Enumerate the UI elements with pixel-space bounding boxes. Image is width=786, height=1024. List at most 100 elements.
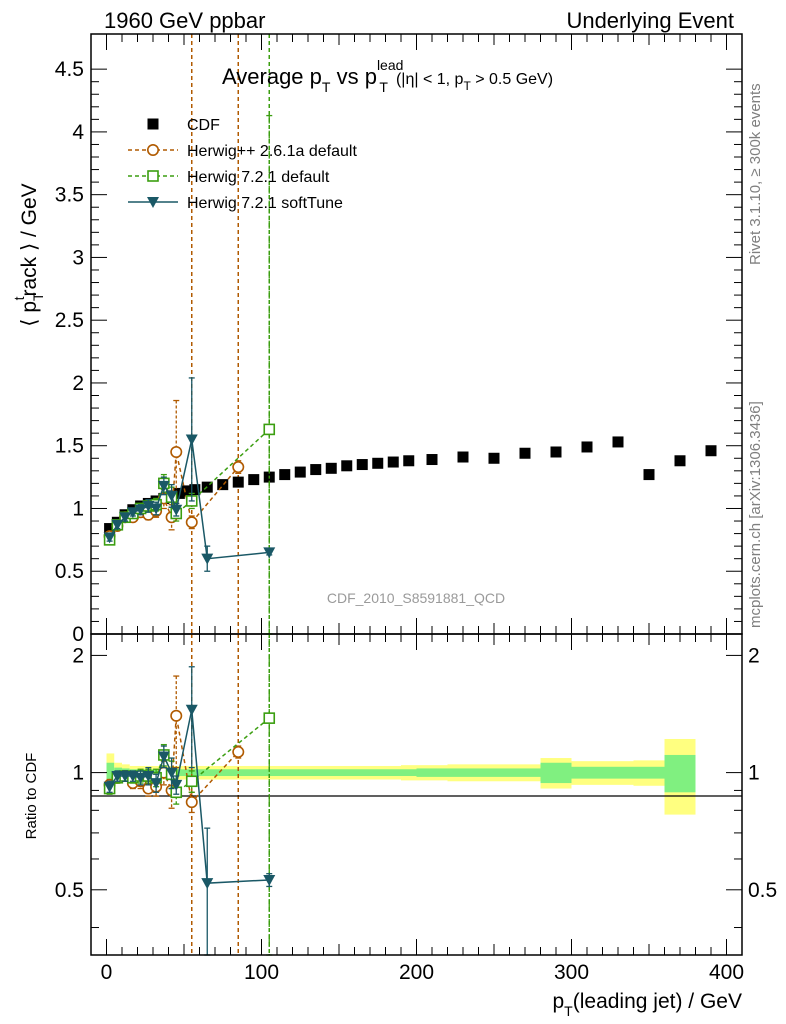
ratio-band-inner [323, 769, 339, 777]
ratio-data-point [165, 767, 178, 779]
data-point [550, 446, 562, 458]
ratio-data-point [157, 751, 170, 763]
ratio-band-inner [633, 766, 665, 779]
ratio-frame [90, 633, 743, 956]
data-point [263, 423, 276, 436]
data-point [310, 464, 322, 476]
ratio-error-markers [191, 634, 270, 955]
data-point [201, 553, 214, 565]
y-tick-label: 0.5 [55, 560, 84, 583]
data-point [111, 519, 124, 531]
ratio-band-inner [602, 766, 634, 779]
x-tick-label: 200 [399, 961, 434, 984]
data-point [674, 455, 686, 467]
data-point [119, 512, 132, 524]
data-point [126, 507, 139, 519]
data-point [488, 452, 500, 464]
legend-marker [147, 197, 159, 208]
ratio-band-inner [664, 754, 696, 793]
ratio-y-tick-label-right: 2 [748, 644, 760, 667]
ratio-data-point [170, 709, 183, 722]
ratio-band-inner [571, 766, 603, 779]
data-point [457, 451, 469, 463]
data-point [170, 445, 183, 458]
ratio-ticks: 0.5 0.5 1 1 2 2 0 100 200 300 400 [55, 634, 777, 984]
series-herwig-7-2-1-default [103, 114, 276, 635]
data-point [232, 476, 244, 488]
ratio-band-inner [540, 762, 572, 784]
ratio-band-inner [308, 769, 324, 777]
data-point [263, 547, 276, 559]
data-point [104, 523, 116, 535]
legend-marker [147, 118, 159, 130]
data-point [279, 469, 291, 481]
ratio-band-inner [106, 762, 115, 784]
data-point [356, 459, 368, 471]
analysis-watermark: CDF_2010_S8591881_QCD [327, 590, 505, 606]
data-point [165, 490, 178, 502]
legend-marker [147, 144, 160, 157]
y-tick-label: 3 [72, 246, 84, 269]
data-point [232, 461, 245, 474]
data-point [189, 484, 201, 496]
data-point [325, 462, 337, 474]
ratio-y-tick-label: 0.5 [55, 879, 84, 902]
data-point [426, 454, 438, 466]
mcplots-label: mcplots.cern.ch [arXiv:1306.3436] [747, 401, 764, 628]
ratio-data-point [201, 878, 214, 890]
ratio-band-inner [509, 768, 541, 777]
data-point [185, 516, 198, 529]
data-point [403, 455, 415, 467]
legend: CDF Herwig++ 2.6.1a default Herwig 7.2.1 d… [128, 117, 357, 212]
y-tick-label: 1.5 [55, 435, 84, 458]
x-tick-label: 100 [244, 961, 279, 984]
y-tick-label: 0 [72, 623, 84, 646]
x-tick-label: 300 [554, 961, 589, 984]
ratio-band-inner [401, 769, 417, 777]
main-series-group [103, 114, 717, 635]
y-tick-label: 2 [72, 372, 84, 395]
x-tick-label: 0 [101, 961, 113, 984]
ratio-band-inner [447, 768, 479, 777]
ratio-band-inner [292, 769, 308, 777]
ratio-band-inner [385, 769, 401, 777]
legend-entry: Herwig 7.2.1 softTune [128, 195, 343, 212]
data-point [217, 479, 229, 491]
legend-label: Herwig 7.2.1 default [187, 169, 330, 186]
main-error-markers [191, 34, 270, 634]
main-y-title: ⟨ pTtrack ⟩ / GeV [11, 183, 46, 326]
ratio-band-inner [261, 769, 277, 777]
ratio-band-inner [277, 769, 293, 777]
ratio-data-point [263, 712, 276, 724]
data-point [612, 436, 624, 448]
ratio-data-point [111, 771, 124, 783]
data-point [157, 480, 170, 492]
ratio-data-point [134, 772, 147, 784]
ratio-series-group [103, 633, 276, 956]
x-tick-label: 400 [709, 961, 744, 984]
ratio-data-point [185, 775, 198, 788]
x-axis-title: pT(leading jet) / GeV [552, 990, 742, 1019]
y-tick-label: 4 [72, 121, 84, 144]
ratio-y-title: Ratio to CDF [23, 753, 40, 840]
legend-label: Herwig++ 2.6.1a default [187, 143, 357, 160]
y-tick-label: 1 [72, 497, 84, 520]
legend-label: Herwig 7.2.1 softTune [187, 195, 343, 212]
data-point [387, 456, 399, 468]
legend-entry: Herwig 7.2.1 default [128, 169, 330, 186]
data-point [372, 457, 384, 469]
ratio-data-point [185, 796, 198, 809]
data-point [170, 504, 183, 516]
ratio-data-point [263, 874, 276, 886]
ratio-band-inner [416, 768, 448, 777]
header-right: Underlying Event [566, 8, 734, 33]
ratio-band-inner [230, 769, 246, 777]
ratio-band-inner [215, 769, 231, 777]
data-point [581, 441, 593, 453]
ratio-y-tick-label-right: 1 [748, 762, 760, 785]
data-point [181, 485, 193, 497]
data-point [248, 474, 260, 486]
ratio-data-point [103, 781, 116, 793]
data-point [294, 466, 306, 478]
